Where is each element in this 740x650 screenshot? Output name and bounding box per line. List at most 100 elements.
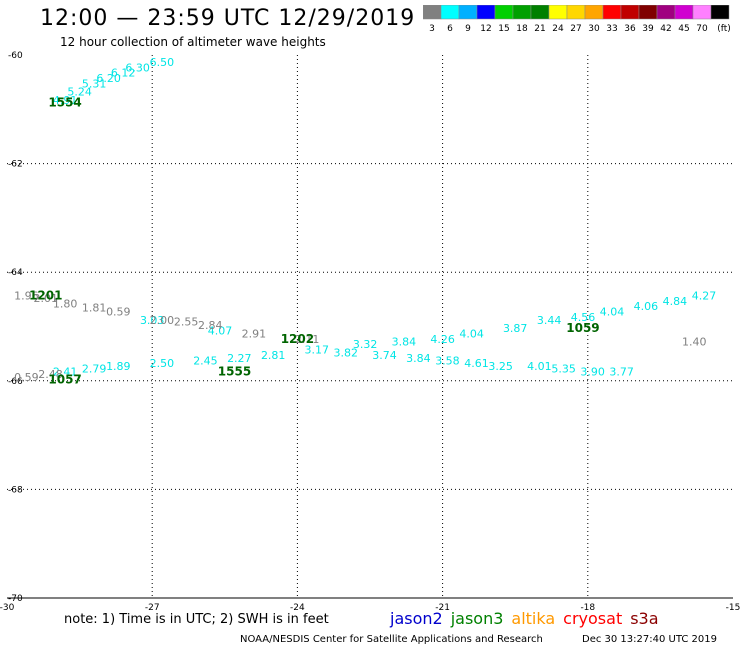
data-point-label: 2.55 (174, 315, 199, 328)
scale-label: 3 (429, 24, 435, 34)
data-point-label: 5.31 (82, 78, 107, 91)
data-point-label: 2.81 (261, 349, 286, 362)
data-point-label: 1.40 (682, 336, 707, 349)
data-point-label: 4.61 (464, 357, 489, 370)
scale-label: 45 (678, 24, 689, 34)
x-tick-label: -21 (435, 603, 450, 613)
satellite-altika: altika (511, 609, 556, 628)
generation-timestamp: Dec 30 13:27:40 UTC 2019 (582, 634, 717, 645)
data-point-label: 3.84 (406, 352, 431, 365)
data-point-label: 6.30 (125, 61, 150, 74)
data-point-label: 4.06 (634, 300, 659, 313)
data-point-label: 3.03 (140, 314, 165, 327)
data-point-label: 1.81 (82, 301, 107, 314)
data-point-label: 3.17 (305, 344, 330, 357)
scale-label: 39 (642, 24, 654, 34)
data-point-label: 2.48 (38, 368, 63, 381)
pass-time-label: 1554 (48, 96, 81, 110)
scale-label: 36 (624, 24, 636, 34)
pass-time-label: 1057 (48, 373, 81, 387)
scale-label: 30 (588, 24, 600, 34)
pass-time-label: 1059 (566, 321, 599, 335)
data-point-label: 4.26 (430, 333, 455, 346)
scale-label: 33 (606, 24, 617, 34)
data-point-label: 5.24 (67, 86, 92, 99)
scale-label: 27 (570, 24, 581, 34)
data-point-label: 3.32 (353, 338, 378, 351)
x-tick-label: -18 (580, 603, 595, 613)
data-point-label: 2.50 (150, 357, 175, 370)
scale-label: 42 (660, 24, 671, 34)
x-tick-label: -24 (290, 603, 305, 613)
pass-time-label: 1201 (29, 288, 62, 302)
data-point-label: 2.11 (295, 333, 320, 346)
data-point-label: 3.58 (435, 355, 460, 368)
y-tick-label: -60 (8, 51, 23, 61)
data-point-label: 3.44 (537, 314, 562, 327)
data-point-label: 3.82 (334, 346, 359, 359)
scale-label: (ft) (717, 24, 731, 34)
data-point-label: 2.41 (53, 365, 78, 378)
x-tick-label: -15 (726, 603, 740, 613)
page-title: 12:00 — 23:59 UTC 12/29/2019 (40, 6, 416, 31)
satellite-jason2: jason2 (390, 609, 443, 628)
x-tick-label: -30 (0, 603, 15, 613)
y-tick-label: -70 (8, 594, 23, 604)
data-point-label: 3.90 (580, 365, 605, 378)
data-point-label: 4.01 (527, 360, 552, 373)
scale-label: 12 (480, 24, 491, 34)
data-point-label: 4.56 (571, 311, 596, 324)
data-point-label: 2.00 (150, 314, 175, 327)
satellite-s3a: s3a (630, 609, 659, 628)
x-tick-label: -27 (145, 603, 160, 613)
data-point-label: 1.96 (14, 289, 39, 302)
data-point-label: 2.79 (82, 363, 107, 376)
scale-label: 24 (552, 24, 564, 34)
y-tick-label: -62 (8, 160, 23, 170)
data-point-label: 6.12 (111, 67, 136, 80)
pass-time-label: 1555 (218, 364, 251, 378)
data-point-label: 4.07 (208, 325, 233, 338)
y-tick-label: -68 (8, 485, 23, 495)
y-tick-label: -66 (8, 377, 23, 387)
satellite-jason3: jason3 (450, 609, 504, 628)
data-point-label: 4.84 (663, 295, 688, 308)
data-point-label: 3.87 (503, 322, 528, 335)
data-point-label: 4.91 (53, 94, 78, 107)
data-point-label: 1.80 (53, 297, 78, 310)
scale-label: 15 (498, 24, 509, 34)
scale-label: 21 (534, 24, 545, 34)
color-scale-legend: 3 6 9 12 15 18 21 24 27 30 33 36 39 42 45 70 (ft) (423, 5, 731, 34)
satellite-legend: jason2 jason3 altika cryosat s3a (390, 609, 667, 628)
satellite-cryosat: cryosat (563, 609, 623, 628)
data-point-label: 2.27 (227, 352, 252, 365)
data-point-label: 2.91 (242, 327, 267, 340)
chart-subtitle: 12 hour collection of altimeter wave hei… (60, 35, 326, 49)
data-point-label: 6.20 (96, 72, 121, 85)
data-point-label: 2.01 (33, 292, 58, 305)
credit-line: NOAA/NESDIS Center for Satellite Applica… (240, 634, 543, 645)
data-point-label: 4.04 (600, 306, 625, 319)
data-point-label: 1.89 (106, 360, 131, 373)
data-point-label: 5.35 (551, 363, 576, 376)
scale-label: 18 (516, 24, 528, 34)
scale-label: 9 (465, 24, 471, 34)
scale-swatch (710, 5, 730, 20)
pass-time-label: 1202 (281, 332, 314, 346)
footer-note: note: 1) Time is in UTC; 2) SWH is in fe… (64, 612, 329, 627)
data-point-label: 3.84 (392, 336, 417, 349)
data-point-label: 0.59 (14, 371, 39, 384)
data-point-label: 2.45 (193, 355, 218, 368)
data-point-label: 6.50 (150, 56, 175, 69)
data-point-label: 2.84 (198, 319, 223, 332)
scale-label: 6 (447, 24, 453, 34)
scale-label: 70 (696, 24, 708, 34)
data-point-label: 0.59 (106, 306, 131, 319)
data-point-label: 3.74 (372, 349, 397, 362)
y-tick-label: -64 (8, 268, 23, 278)
data-point-label: 4.27 (692, 289, 717, 302)
data-point-label: 4.04 (459, 327, 484, 340)
data-point-label: 3.77 (609, 365, 634, 378)
data-point-label: 3.25 (488, 360, 513, 373)
